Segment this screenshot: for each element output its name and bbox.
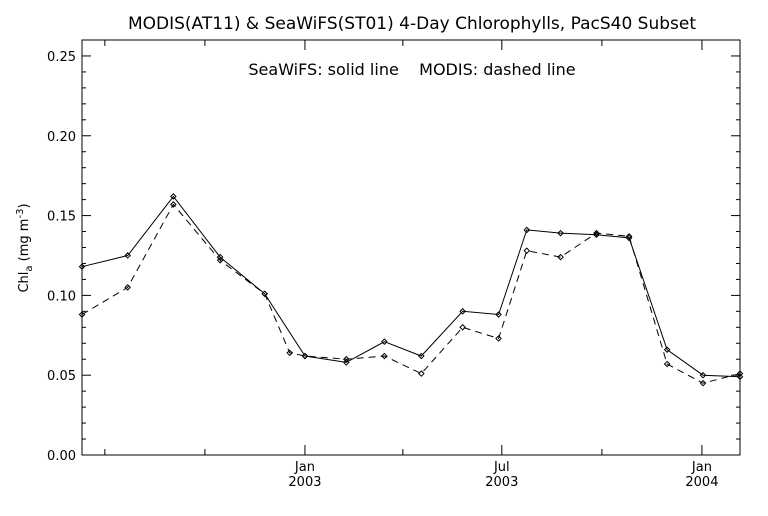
y-axis-label: Chla (mg m-3)	[15, 203, 35, 292]
data-point-modis	[124, 284, 131, 291]
chart-title: MODIS(AT11) & SeaWiFS(ST01) 4-Day Chloro…	[128, 14, 696, 34]
data-point-modis	[557, 253, 564, 261]
y-tick-label: 0.20	[47, 130, 76, 145]
data-point-seawifs	[342, 359, 350, 366]
series-line-modis	[81, 203, 741, 384]
data-point-seawifs	[699, 371, 707, 379]
data-point-seawifs	[495, 311, 502, 318]
series-line-seawifs	[81, 195, 741, 378]
x-tick-label-month: Jan	[294, 460, 315, 475]
x-tick-label-year: 2004	[685, 475, 718, 490]
series-layer	[78, 193, 744, 387]
data-point-seawifs	[736, 373, 744, 381]
data-point-modis	[342, 355, 350, 363]
data-point-modis	[78, 311, 86, 318]
x-tick-label-month: Jul	[493, 460, 510, 475]
data-point-seawifs	[170, 193, 177, 200]
legend-annotation: SeaWiFS: solid line MODIS: dashed line	[248, 60, 575, 79]
data-point-modis	[216, 256, 224, 264]
data-point-modis	[593, 229, 600, 237]
y-tick-label: 0.15	[47, 210, 76, 225]
data-point-modis	[663, 360, 671, 368]
data-point-seawifs	[381, 338, 388, 345]
x-tick-label-month: Jan	[691, 460, 712, 475]
data-point-modis	[418, 370, 425, 377]
y-tick-label: 0.25	[47, 50, 76, 65]
data-point-modis	[381, 352, 388, 360]
data-point-seawifs	[663, 346, 671, 353]
data-point-modis	[261, 290, 269, 298]
data-point-seawifs	[124, 252, 131, 259]
data-point-modis	[301, 352, 309, 360]
data-point-modis	[170, 201, 177, 208]
data-point-modis	[523, 247, 531, 254]
y-tick-label: 0.05	[47, 369, 76, 384]
data-point-seawifs	[557, 229, 564, 237]
data-point-seawifs	[459, 308, 466, 315]
data-point-seawifs	[418, 352, 425, 360]
x-tick-label-year: 2003	[288, 475, 321, 490]
data-point-modis	[699, 379, 707, 387]
y-tick-label: 0.00	[47, 449, 76, 464]
plot-border	[81, 39, 741, 456]
data-point-seawifs	[523, 226, 531, 234]
data-point-modis	[736, 370, 744, 377]
data-point-modis	[286, 349, 294, 357]
data-point-modis	[625, 233, 633, 240]
data-point-modis	[459, 324, 466, 331]
plot-frame	[81, 39, 741, 456]
y-tick-label: 0.10	[47, 289, 76, 304]
data-point-modis	[495, 335, 502, 342]
x-tick-label-year: 2003	[485, 475, 518, 490]
data-point-seawifs	[78, 263, 86, 270]
y-axis: 0.00 0.05 0.10 0.15 0.20 0.25	[47, 50, 740, 464]
